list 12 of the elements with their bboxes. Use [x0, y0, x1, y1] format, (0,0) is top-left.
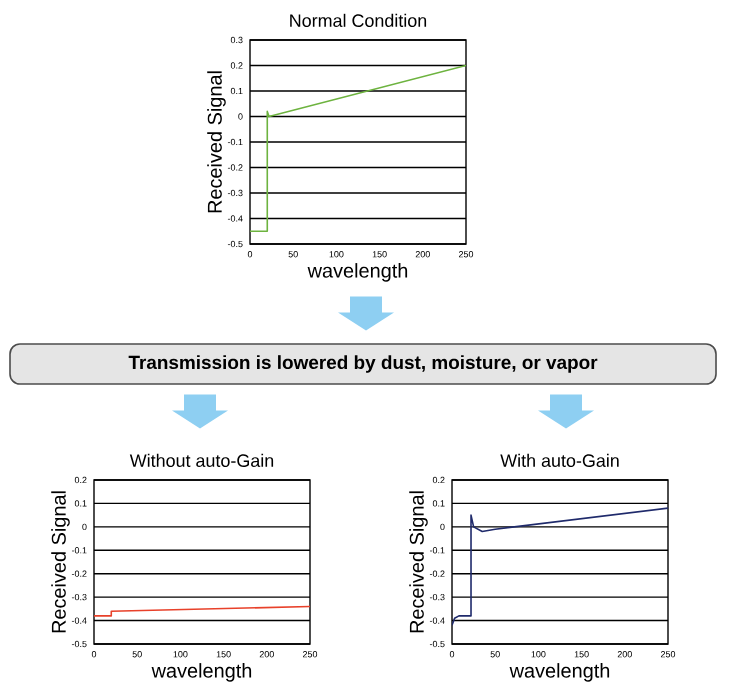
y-axis-title: Received Signal: [51, 491, 70, 633]
line-series: [250, 64, 466, 233]
x-axis-title: wavelength: [307, 263, 408, 282]
chart-title: Without auto-Gain: [129, 453, 274, 467]
y-axis-title: Received Signal: [409, 491, 428, 633]
y-axis-title: Received Signal: [207, 71, 226, 213]
x-axis-title: wavelength: [151, 663, 252, 682]
chart-title: With auto-Gain: [500, 453, 619, 467]
text: Transmission is lowered by dust, moisture, or vapor: [128, 355, 598, 373]
line-series: [452, 507, 668, 627]
chart-title: Normal Condition: [290, 13, 427, 27]
x-axis-title: wavelength: [509, 663, 610, 682]
